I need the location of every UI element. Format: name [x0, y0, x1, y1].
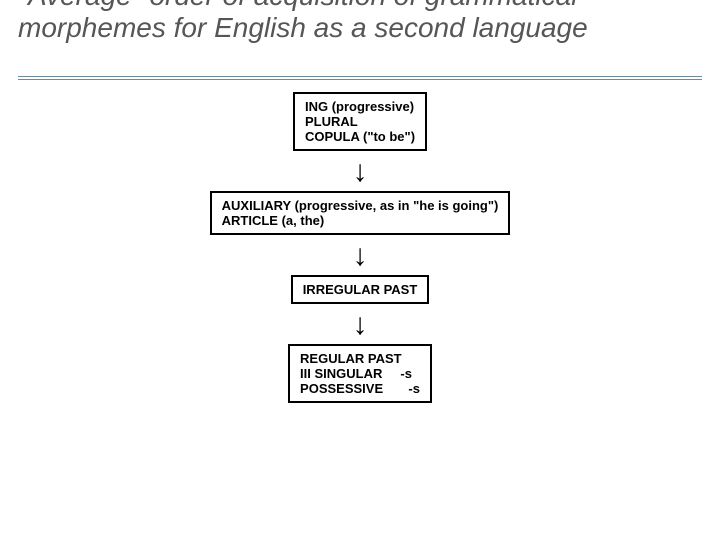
slide-title: "Average" order of acquisition of gramma…	[18, 0, 702, 44]
title-region: "Average" order of acquisition of gramma…	[18, 0, 702, 80]
flow-node-n2: AUXILIARY (progressive, as in "he is goi…	[210, 191, 511, 235]
arrow-down-icon: ↓	[353, 310, 368, 340]
arrow-down-icon: ↓	[353, 241, 368, 271]
flow-node-n4: REGULAR PAST III SINGULAR -s POSSESSIVE …	[288, 344, 432, 403]
flow-node-n3: IRREGULAR PAST	[291, 275, 430, 304]
arrow-down-icon: ↓	[353, 157, 368, 187]
flow-node-n1: ING (progressive) PLURAL COPULA ("to be"…	[293, 92, 427, 151]
slide: "Average" order of acquisition of gramma…	[0, 0, 720, 540]
acquisition-flowchart: ING (progressive) PLURAL COPULA ("to be"…	[0, 92, 720, 403]
